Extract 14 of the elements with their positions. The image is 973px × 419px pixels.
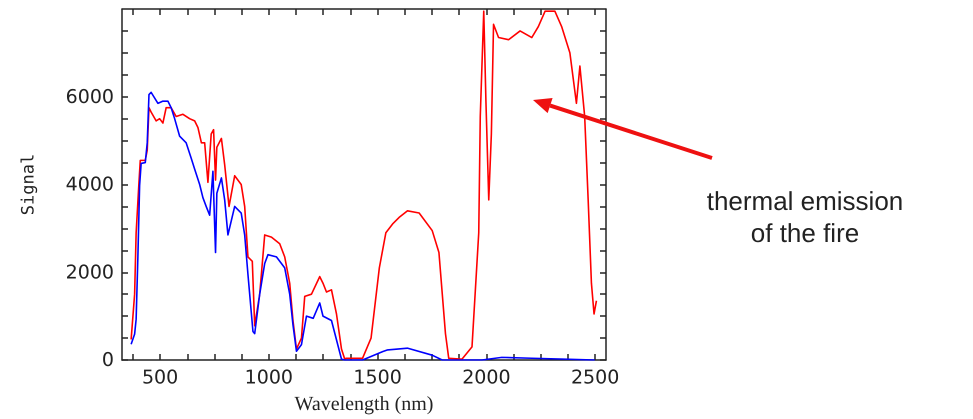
- x-axis-title: Wavelength (nm): [294, 393, 434, 415]
- x-tick-label: 2000: [462, 366, 511, 388]
- y-axis-title: Signal: [18, 154, 38, 216]
- y-tick-label: 0: [102, 349, 114, 371]
- line-series: [130, 10, 598, 360]
- x-tick-label: 2500: [570, 366, 620, 388]
- x-tick-label: 1000: [244, 366, 294, 388]
- y-tick-label: 2000: [66, 261, 114, 284]
- text: thermal emission of the fire: [706, 185, 904, 249]
- x-tick-label: 500: [142, 366, 178, 388]
- y-tick-label: 6000: [66, 86, 114, 108]
- line-series: [130, 92, 596, 361]
- x-tick-label: 1500: [353, 366, 402, 388]
- y-tick-label: 4000: [66, 174, 114, 196]
